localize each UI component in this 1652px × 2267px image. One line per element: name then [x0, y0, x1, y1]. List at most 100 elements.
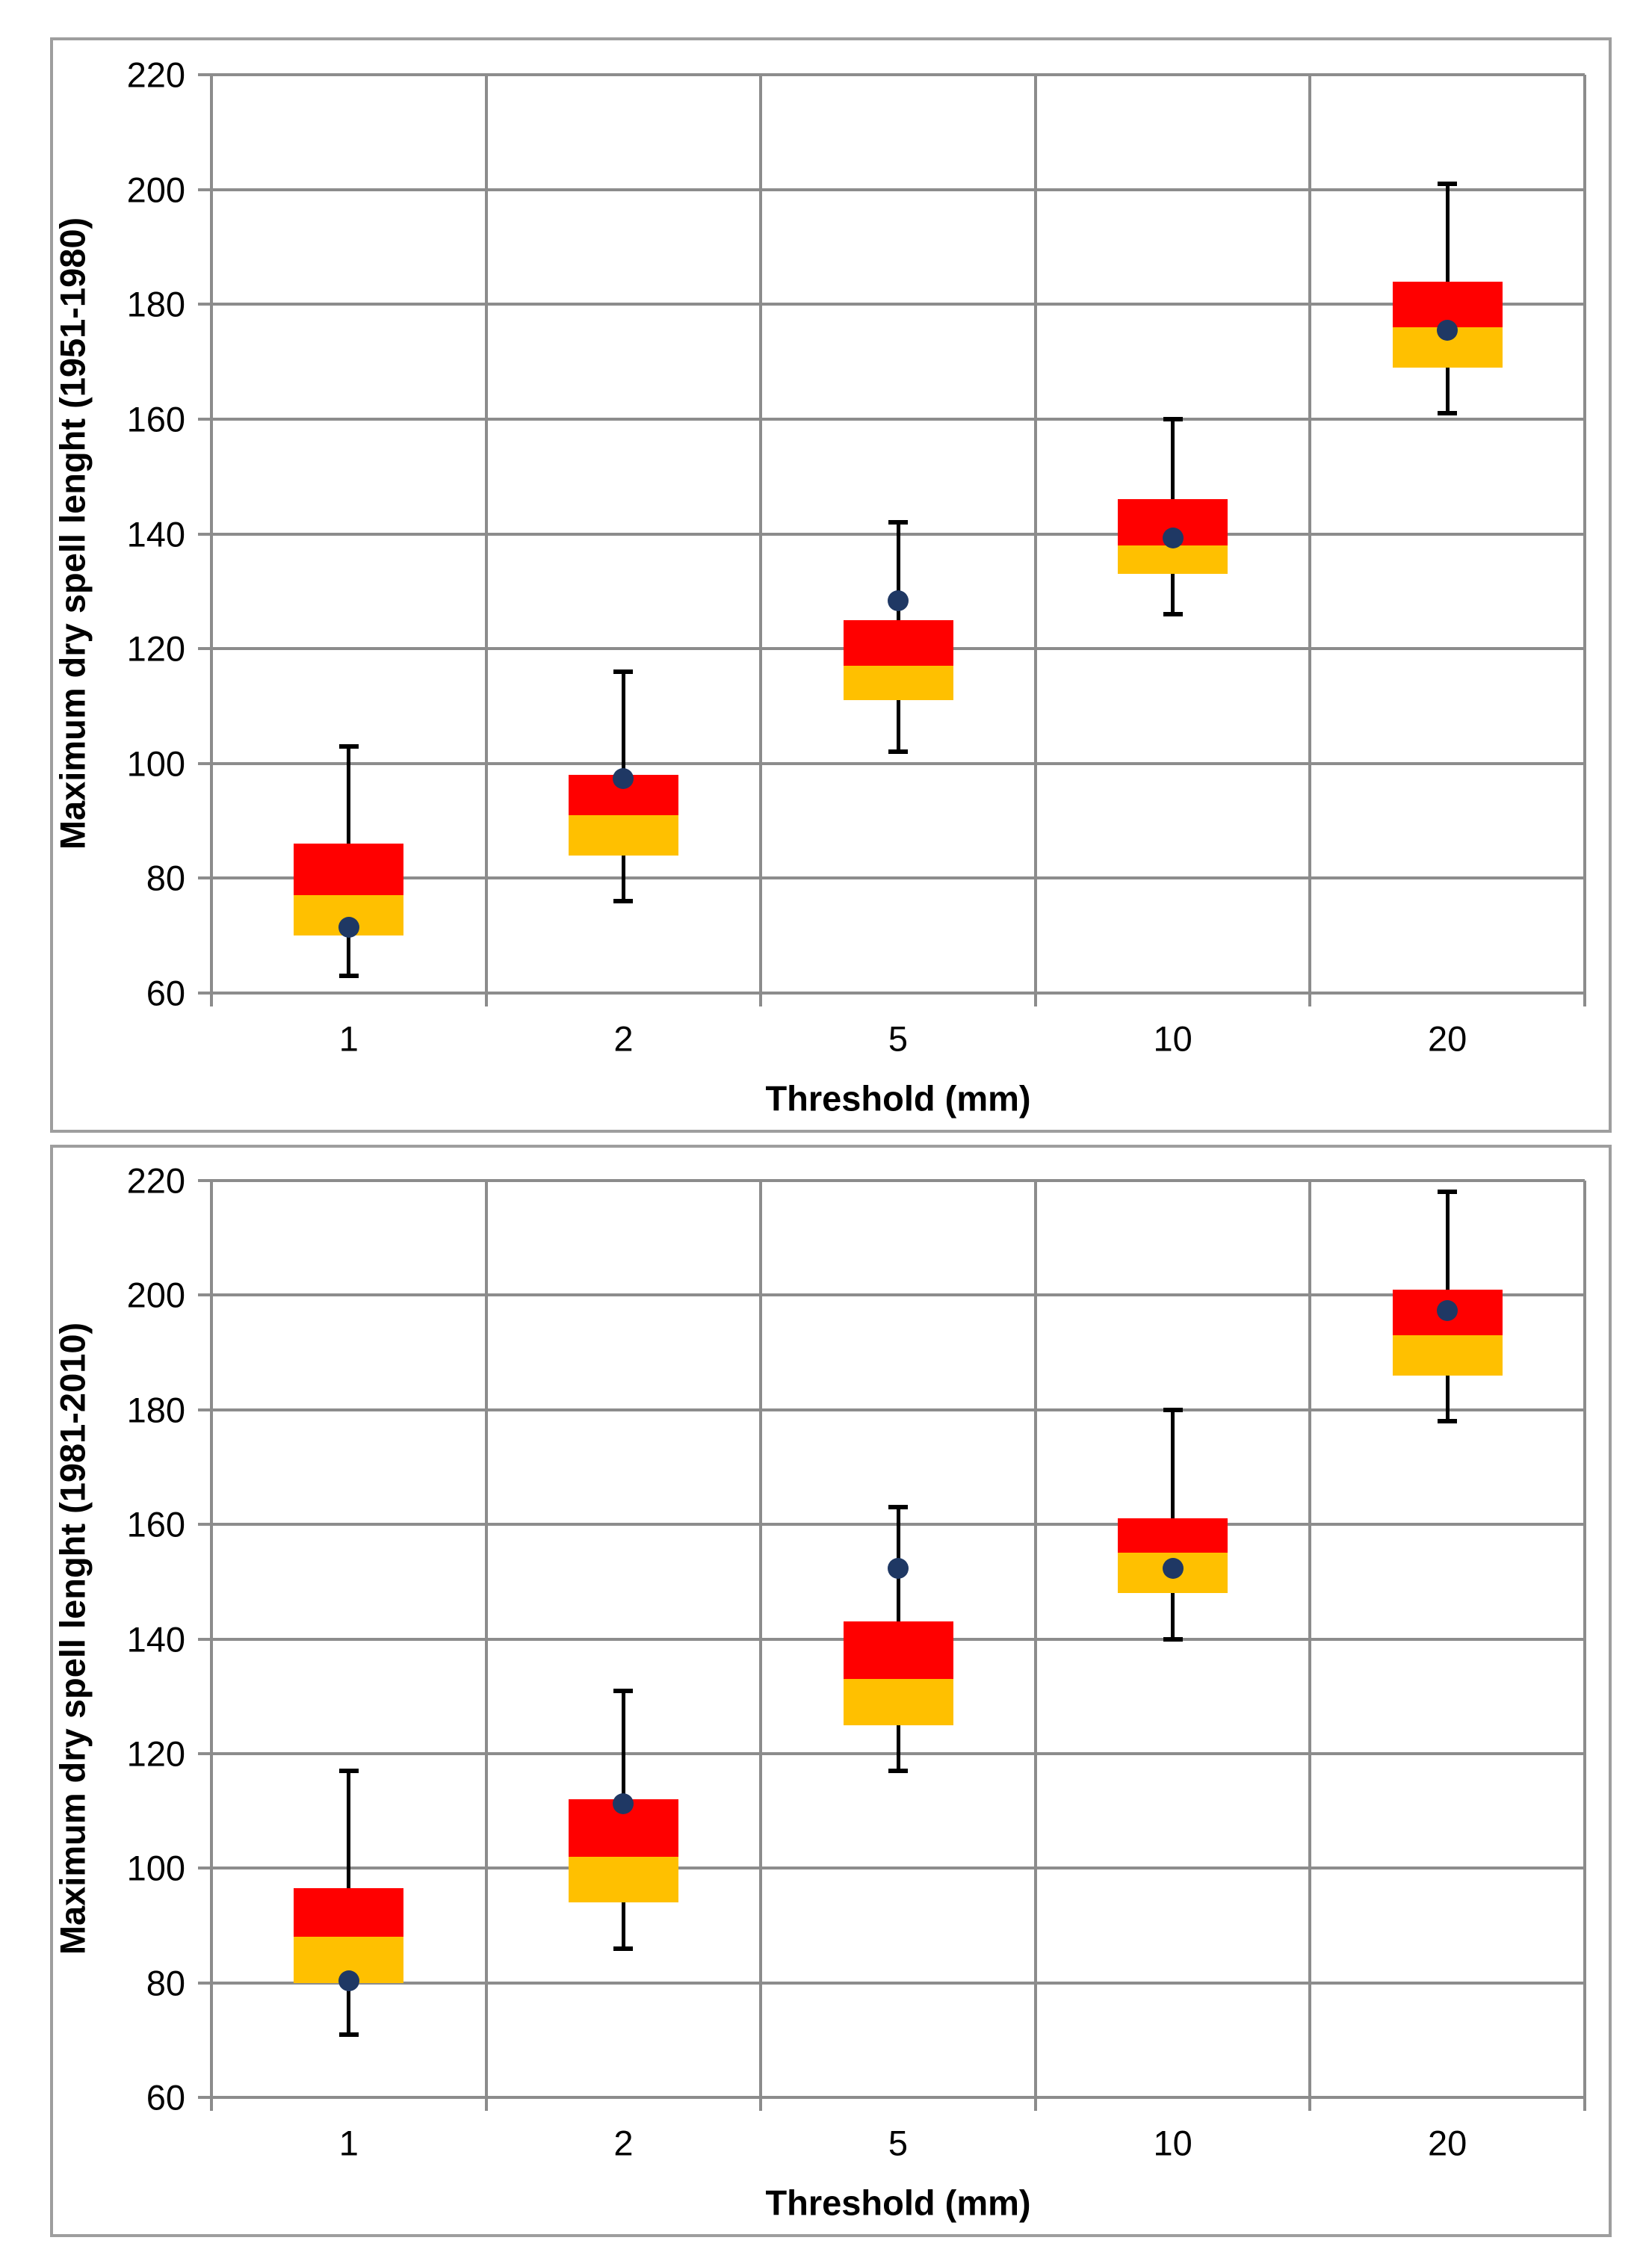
- y-tick-160: [198, 417, 211, 421]
- h-gridline-200: [211, 188, 1585, 191]
- y-tick-label-180: 180: [126, 1390, 185, 1430]
- y-tick-80: [198, 876, 211, 880]
- whisker-cap-max: [338, 743, 359, 749]
- y-tick-200: [198, 1293, 211, 1297]
- y-tick-label-60: 60: [146, 973, 185, 1013]
- h-gridline-100: [211, 761, 1585, 765]
- chart-frame-bottom: [50, 1145, 1612, 2237]
- y-tick-220: [198, 1179, 211, 1182]
- whisker-cap-min: [613, 1946, 634, 1951]
- x-tick-0: [210, 2097, 213, 2111]
- y-tick-label-220: 220: [126, 1160, 185, 1201]
- mean-dot: [888, 1558, 909, 1580]
- x-axis-title-bottom: Threshold (mm): [765, 2183, 1031, 2223]
- x-tick-label-5: 5: [888, 2123, 909, 2163]
- y-tick-label-60: 60: [146, 2077, 185, 2118]
- x-tick-5: [1583, 993, 1586, 1006]
- y-tick-140: [198, 1637, 211, 1641]
- whisker-cap-max: [1438, 181, 1458, 186]
- y-tick-label-120: 120: [126, 628, 185, 669]
- y-tick-100: [198, 761, 211, 765]
- y-tick-200: [198, 188, 211, 191]
- box-lower-quartile: [568, 1856, 678, 1903]
- x-tick-1: [484, 993, 488, 1006]
- box-upper-quartile: [294, 844, 404, 896]
- h-gridline-80: [211, 1981, 1585, 1985]
- v-gridline-0: [210, 1181, 213, 2097]
- box-lower-quartile: [1392, 1335, 1503, 1376]
- y-tick-label-100: 100: [126, 743, 185, 784]
- y-tick-label-180: 180: [126, 284, 185, 324]
- v-gridline-4: [1308, 1181, 1312, 2097]
- h-gridline-60: [211, 2096, 1585, 2099]
- whisker-cap-min: [1163, 1636, 1183, 1642]
- x-tick-label-10: 10: [1153, 1018, 1192, 1059]
- mean-dot: [1437, 1300, 1458, 1322]
- box-upper-quartile: [1118, 1518, 1228, 1553]
- y-tick-label-160: 160: [126, 1504, 185, 1544]
- y-tick-label-80: 80: [146, 1963, 185, 2003]
- y-tick-label-100: 100: [126, 1848, 185, 1888]
- y-tick-120: [198, 1751, 211, 1755]
- y-tick-label-220: 220: [126, 55, 185, 95]
- y-tick-label-140: 140: [126, 1619, 185, 1659]
- x-tick-3: [1033, 2097, 1037, 2111]
- box-upper-quartile: [843, 1621, 953, 1680]
- x-tick-label-1: 1: [338, 1018, 359, 1059]
- mean-dot: [1162, 527, 1184, 548]
- box-upper-quartile: [1392, 281, 1503, 327]
- x-tick-label-10: 10: [1153, 2123, 1192, 2163]
- whisker-cap-min: [338, 2032, 359, 2037]
- h-gridline-220: [211, 73, 1585, 76]
- h-gridline-60: [211, 992, 1585, 995]
- mean-dot: [613, 768, 634, 790]
- y-tick-220: [198, 73, 211, 76]
- y-tick-120: [198, 647, 211, 651]
- whisker-cap-max: [888, 1505, 908, 1510]
- v-gridline-2: [759, 75, 763, 993]
- x-tick-label-5: 5: [888, 1018, 909, 1059]
- whisker-cap-max: [1163, 1407, 1183, 1412]
- y-tick-label-200: 200: [126, 1275, 185, 1315]
- whisker-cap-min: [338, 973, 359, 978]
- whisker-cap-max: [1163, 416, 1183, 421]
- whisker-cap-min: [1163, 612, 1183, 617]
- v-gridline-0: [210, 75, 213, 993]
- whisker-cap-min: [888, 1768, 908, 1773]
- x-tick-label-20: 20: [1428, 2123, 1467, 2163]
- y-tick-80: [198, 1981, 211, 1985]
- whisker-cap-max: [1438, 1190, 1458, 1195]
- whisker-cap-max: [888, 520, 908, 525]
- h-gridline-100: [211, 1867, 1585, 1870]
- x-tick-label-2: 2: [613, 2123, 634, 2163]
- whisker-cap-min: [613, 899, 634, 904]
- y-tick-label-160: 160: [126, 399, 185, 439]
- x-tick-0: [210, 993, 213, 1006]
- mean-dot: [338, 916, 359, 938]
- whisker-cap-max: [338, 1768, 359, 1773]
- h-gridline-180: [211, 1408, 1585, 1411]
- h-gridline-220: [211, 1179, 1585, 1182]
- x-tick-2: [759, 993, 763, 1006]
- y-tick-180: [198, 303, 211, 306]
- box-lower-quartile: [843, 666, 953, 701]
- v-gridline-1: [484, 75, 488, 993]
- h-gridline-80: [211, 876, 1585, 880]
- mean-dot: [613, 1793, 634, 1815]
- y-tick-180: [198, 1408, 211, 1411]
- v-gridline-2: [759, 1181, 763, 2097]
- x-tick-4: [1308, 993, 1312, 1006]
- y-tick-60: [198, 992, 211, 995]
- v-gridline-4: [1308, 75, 1312, 993]
- y-tick-100: [198, 1867, 211, 1870]
- x-tick-3: [1033, 993, 1037, 1006]
- h-gridline-180: [211, 303, 1585, 306]
- y-tick-label-120: 120: [126, 1734, 185, 1774]
- mean-dot: [888, 590, 909, 611]
- whisker-cap-min: [1438, 411, 1458, 416]
- y-tick-140: [198, 532, 211, 536]
- chart-frame-top: [50, 37, 1612, 1133]
- x-axis-title-top: Threshold (mm): [765, 1078, 1031, 1119]
- y-tick-160: [198, 1523, 211, 1527]
